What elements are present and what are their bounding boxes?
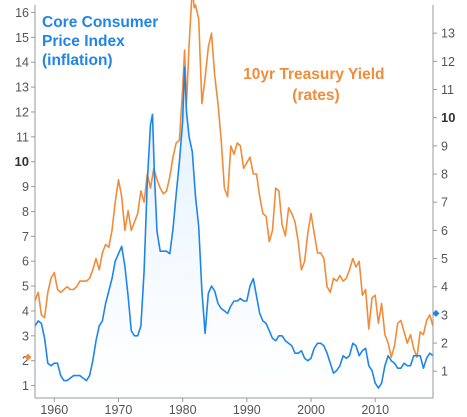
right-tick-label: 12 (441, 55, 455, 69)
x-tick-label: 1990 (233, 403, 261, 417)
right-tick-label: 13 (441, 27, 455, 41)
left-tick-label: 9 (22, 180, 29, 194)
treasury-yield-label-line-1: 10yr Treasury Yield (243, 66, 384, 83)
right-tick-label: 5 (441, 252, 448, 266)
treasury-yield-label-line-2: (rates) (292, 87, 339, 104)
left-tick-label: 10 (15, 154, 29, 169)
left-tick-label: 14 (15, 56, 29, 70)
core-cpi-label-line-3: (inflation) (42, 52, 113, 69)
treasury-yield-line (34, 0, 434, 358)
left-tick-label: 5 (22, 280, 29, 294)
x-tick-label: 2000 (297, 403, 325, 417)
left-tick-label: 8 (22, 205, 29, 219)
left-tick-label: 1 (22, 379, 29, 393)
left-tick-label: 2 (22, 354, 29, 368)
core-cpi-label-line-1: Core Consumer (42, 14, 158, 31)
core-cpi-line (34, 66, 434, 389)
x-tick-label: 2010 (361, 403, 389, 417)
x-tick-label: 1960 (40, 403, 68, 417)
right-tick-label: 2 (441, 337, 448, 351)
core-cpi-label-line-2: Price Index (42, 33, 125, 50)
core-cpi-area (35, 67, 433, 398)
right-tick-label: 1 (441, 365, 448, 379)
right-tick-label: 6 (441, 224, 448, 238)
left-tick-label: 16 (15, 6, 29, 20)
right-tick-label: 3 (441, 308, 448, 322)
left-tick-label: 6 (22, 255, 29, 269)
left-tick-label: 4 (22, 304, 29, 318)
left-tick-label: 15 (15, 31, 29, 45)
left-tick-label: 7 (22, 230, 29, 244)
right-tick-label: 4 (441, 280, 448, 294)
x-axis-ticks: 1960 1970 1980 1990 2000 2010 (40, 398, 389, 417)
right-tick-label: 7 (441, 196, 448, 210)
left-tick-label: 12 (15, 105, 29, 119)
right-tick-label: 10 (441, 110, 455, 125)
left-tick-label: 11 (16, 130, 29, 144)
treasury-yield-label: 10yr Treasury Yield (rates) (243, 66, 389, 104)
core-cpi-label: Core Consumer Price Index (inflation) (42, 14, 163, 69)
x-tick-label: 1970 (105, 403, 133, 417)
left-tick-label: 3 (22, 329, 29, 343)
core-cpi-end-marker (432, 309, 440, 317)
x-tick-label: 1980 (169, 403, 197, 417)
right-tick-label: 9 (441, 139, 448, 153)
right-tick-label: 11 (441, 83, 454, 97)
treasury-yield-start-marker (24, 353, 32, 361)
right-tick-label: 8 (441, 168, 448, 182)
left-tick-label: 13 (15, 81, 29, 95)
